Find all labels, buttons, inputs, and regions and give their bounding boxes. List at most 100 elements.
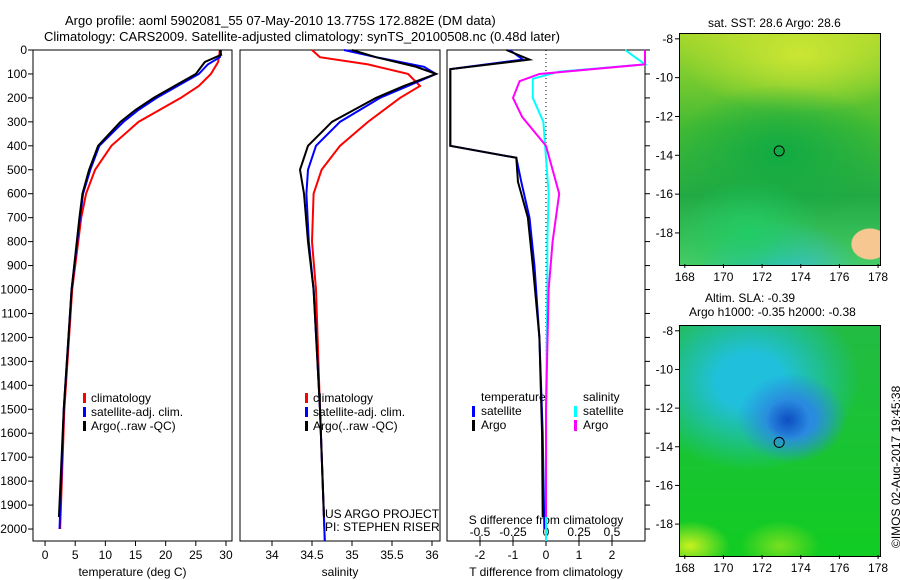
series-line-t-argo: [449, 49, 544, 518]
x2-tick-label: 0.5: [604, 525, 621, 539]
y-tick-label: 1000: [0, 283, 27, 297]
x2-tick-label: -0.25: [499, 525, 527, 539]
sst-map-title: sat. SST: 28.6 Argo: 28.6: [708, 16, 841, 30]
map-y-tick-label: -18: [656, 517, 674, 531]
map-y-tick-label: -18: [656, 226, 674, 240]
map-x-tick-label: 168: [675, 270, 695, 284]
legend-swatch: [83, 421, 86, 431]
y-tick-label: 1800: [0, 474, 27, 488]
legend-swatch: [83, 393, 86, 403]
y-tick-label: 1500: [0, 402, 27, 416]
panel-frame: [239, 49, 441, 542]
argo-position-marker: [773, 145, 785, 157]
map-x-tick-label: 168: [675, 561, 695, 575]
y-tick-label: 200: [7, 91, 27, 105]
y-tick-label: 1300: [0, 354, 27, 368]
title-line-2: Climatology: CARS2009. Satellite-adjuste…: [44, 29, 560, 44]
y-tick-label: 600: [7, 187, 27, 201]
y-tick-label: 1200: [0, 330, 27, 344]
x-axis-label: temperature (deg C): [78, 565, 186, 579]
x-tick-label: 15: [129, 548, 143, 562]
y-tick-label: 800: [7, 235, 27, 249]
map-x-tick-label: 174: [791, 561, 811, 575]
legend-label: satellite-adj. clim.: [313, 405, 405, 419]
legend-label: Argo(..raw -QC): [313, 419, 398, 433]
map-y-tick-label: -14: [656, 440, 674, 454]
y-tick-label: 0: [20, 43, 27, 57]
map-y-tick-label: -14: [656, 148, 674, 162]
map-x-tick-label: 172: [752, 561, 772, 575]
map-y-tick-label: -16: [656, 478, 674, 492]
x2-tick-label: 0.25: [567, 525, 591, 539]
x-axis-label: T difference from climatology: [469, 565, 623, 579]
map-y-tick-label: -10: [656, 362, 674, 376]
sla-map-title: Altim. SLA: -0.39: [705, 291, 796, 305]
series-line-climatology: [59, 49, 221, 530]
x2-tick-label: -0.5: [470, 525, 491, 539]
argo-position-marker: [773, 436, 785, 448]
y-tick-label: 1900: [0, 498, 27, 512]
legend-swatch: [472, 420, 475, 431]
map-y-tick-label: -12: [656, 401, 674, 415]
legend-label: climatology: [313, 391, 373, 405]
x-tick-label: 0: [42, 548, 49, 562]
credit-text: US ARGO PROJECT: [325, 507, 440, 521]
map-y-tick-label: -10: [656, 71, 674, 85]
legend-title-salinity: salinity: [583, 390, 620, 404]
map-y-tick-label: -16: [656, 187, 674, 201]
x-tick-label: 34.5: [300, 548, 324, 562]
sla-map-subtitle: Argo h1000: -0.35 h2000: -0.38: [689, 305, 856, 319]
map-x-tick-label: 178: [868, 270, 888, 284]
map-x-tick-label: 174: [791, 270, 811, 284]
map-y-tick-label: -8: [662, 324, 673, 338]
sst-map: [679, 33, 881, 266]
x-tick-label: 25: [189, 548, 203, 562]
x-tick-label: 10: [99, 548, 113, 562]
x-tick-label: 1: [576, 548, 583, 562]
y-tick-label: 1100: [1, 306, 27, 320]
y-tick-label: 2000: [0, 522, 27, 536]
legend-swatch: [574, 420, 577, 431]
series-line-argo-raw-qc-: [57, 49, 223, 518]
series-line-s-satellite: [531, 49, 648, 541]
legend-swatch: [305, 407, 308, 417]
legend-swatch: [305, 393, 308, 403]
legend-swatch: [83, 407, 86, 417]
legend-label: Argo(..raw -QC): [91, 419, 176, 433]
x-tick-label: 30: [219, 548, 233, 562]
series-line-t-satellite: [449, 49, 546, 530]
series-line-argo-raw-qc-: [298, 49, 439, 518]
y-tick-label: 1400: [0, 378, 27, 392]
legend-label: satellite: [583, 404, 624, 418]
x-tick-label: 5: [72, 548, 79, 562]
panel-frame: [32, 49, 233, 542]
map-x-tick-label: 176: [829, 270, 849, 284]
map-x-tick-label: 178: [868, 561, 888, 575]
sla-map: [679, 325, 881, 557]
x-axis-label: salinity: [322, 565, 359, 579]
timestamp-stamp: ©IMOS 02-Aug-2017 19:45:38: [889, 385, 900, 548]
legend-label: climatology: [91, 391, 151, 405]
legend-label: satellite: [481, 404, 522, 418]
y-tick-label: 300: [7, 115, 27, 129]
series-line-satellite-adj-clim-: [305, 49, 439, 542]
x-tick-label: 36: [425, 548, 439, 562]
title-line-1: Argo profile: aoml 5902081_55 07-May-201…: [65, 13, 496, 28]
y-tick-label: 500: [7, 163, 27, 177]
legend-swatch: [574, 406, 577, 417]
y-tick-label: 400: [7, 139, 27, 153]
series-line-climatology: [310, 49, 422, 542]
y-tick-label: 1700: [0, 450, 27, 464]
x-tick-label: 2: [609, 548, 616, 562]
x-tick-label: 0: [543, 548, 550, 562]
y-tick-label: 700: [7, 211, 27, 225]
y-tick-label: 1600: [0, 426, 27, 440]
series-line-s-argo: [511, 50, 646, 518]
map-x-tick-label: 170: [713, 270, 733, 284]
x-tick-label: -2: [475, 548, 486, 562]
map-x-tick-label: 176: [829, 561, 849, 575]
x-tick-label: 20: [159, 548, 173, 562]
x-tick-label: 35: [345, 548, 359, 562]
legend-label: Argo: [583, 418, 609, 432]
